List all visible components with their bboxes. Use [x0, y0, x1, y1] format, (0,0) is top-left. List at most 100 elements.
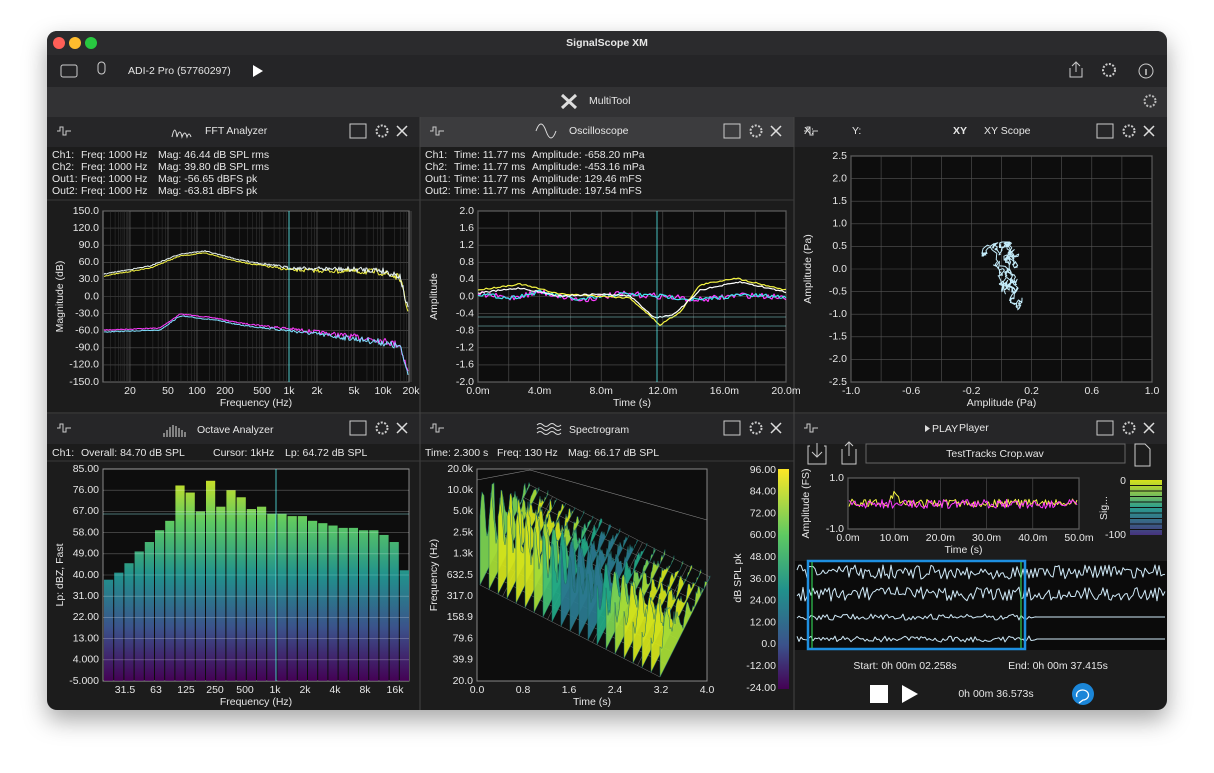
octave-bar	[267, 514, 276, 681]
selection-start: Start: 0h 00m 02.258s	[853, 660, 956, 672]
x-axis-label: Time (s)	[573, 696, 611, 708]
y-tick-label: 317.0	[447, 590, 473, 602]
colorbar-tick-label: 96.00	[750, 464, 776, 476]
readout: Ch2:	[52, 161, 74, 173]
colorbar-label: dB SPL pk	[732, 553, 744, 603]
meter-tick-label: -100	[1105, 529, 1126, 541]
readout: Ch1:	[425, 149, 447, 161]
colorbar-tick-label: 36.00	[750, 573, 776, 585]
y-axis-label: Amplitude (Pa)	[802, 234, 814, 303]
x-tick-label: 1k	[283, 385, 295, 397]
y-tick-label: 39.9	[453, 654, 474, 666]
y-tick-label: 4.000	[73, 654, 99, 666]
octave-bar	[349, 528, 358, 681]
octave-bar	[390, 542, 399, 681]
readout: Out1:	[425, 173, 451, 185]
x-tick-label: 20k	[403, 385, 421, 397]
x-tick-label: 1.0	[1145, 385, 1160, 397]
readout: Time: 11.77 ms	[454, 173, 525, 185]
y-tick-label: 1.6	[459, 222, 474, 234]
x-tick-label: 0.6	[1084, 385, 1099, 397]
y-tick-label: 0.0	[84, 290, 99, 302]
readout: Time: 11.77 ms	[454, 161, 525, 173]
x-tick-label: 31.5	[115, 684, 136, 696]
y-tick-label: 20.0k	[447, 463, 473, 475]
y-tick-label: 30.0	[79, 273, 100, 285]
y-axis-label: Lp: dBZ, Fast	[54, 543, 66, 606]
y-tick-label: -2.0	[829, 353, 847, 365]
x-tick-label: 3.2	[654, 684, 669, 696]
x-tick-label: 0.2	[1024, 385, 1039, 397]
y-tick-label: 0.0	[459, 290, 474, 302]
readout: Mag: 39.80 dB SPL rms	[158, 161, 269, 173]
x-tick-label: -0.2	[962, 385, 980, 397]
x-tick-label: 0.0m	[836, 532, 860, 544]
y-tick-label: 2.0	[832, 172, 847, 184]
y-tick-label: 2.5	[832, 150, 847, 162]
octave-bar	[175, 485, 184, 681]
x-tick-label: 30.0m	[972, 532, 1001, 544]
octave-bar	[145, 542, 154, 681]
octave-bar	[339, 528, 348, 681]
y-tick-label: 0.4	[459, 273, 474, 285]
x-tick-label: 100	[188, 385, 206, 397]
x-tick-label: -0.6	[902, 385, 920, 397]
x-tick-label: 0.0m	[466, 385, 490, 397]
xy-prefix: X:	[804, 125, 814, 137]
y-tick-label: -0.8	[456, 324, 474, 336]
octave-bar	[288, 516, 297, 681]
colorbar-tick-label: 48.00	[750, 551, 776, 563]
readout: Amplitude: -453.16 mPa	[532, 161, 645, 173]
window-button[interactable]	[85, 37, 97, 49]
y-tick-label: -5.000	[69, 675, 99, 687]
x-tick-label: 50.0m	[1064, 532, 1093, 544]
y-tick-label: 120.0	[73, 222, 99, 234]
playback-time: 0h 00m 36.573s	[958, 688, 1033, 700]
colorbar	[778, 469, 789, 689]
x-tick-label: 500	[253, 385, 271, 397]
y-tick-label: 90.0	[79, 239, 100, 251]
y-tick-label: 31.00	[73, 590, 99, 602]
panel-title: Octave Analyzer	[197, 424, 274, 436]
octave-bar	[114, 573, 123, 681]
window-button[interactable]	[69, 37, 81, 49]
y-tick-label: -1.5	[829, 331, 847, 343]
y-tick-label: 632.5	[447, 569, 473, 581]
multitool-title: MultiTool	[589, 95, 630, 107]
x-tick-label: 16k	[387, 684, 405, 696]
octave-bar	[308, 521, 317, 681]
x-tick-label: 10.0m	[880, 532, 909, 544]
octave-bar	[328, 526, 337, 681]
x-tick-label: 5k	[348, 385, 360, 397]
readout: Mag: 66.17 dB SPL	[568, 447, 659, 459]
x-axis-label: Frequency (Hz)	[220, 696, 292, 708]
window-button[interactable]	[53, 37, 65, 49]
colorbar-tick-label: 84.00	[750, 486, 776, 498]
y-axis-label: Amplitude	[428, 273, 440, 320]
octave-bar	[298, 516, 307, 681]
readout: Time: 11.77 ms	[454, 149, 525, 161]
loop-button[interactable]	[1072, 683, 1094, 705]
readout: Overall: 84.70 dB SPL	[81, 447, 185, 459]
readout: Freq: 1000 Hz	[81, 149, 148, 161]
panel-title: XY Scope	[984, 125, 1031, 137]
x-tick-label: 20.0m	[771, 385, 800, 397]
y-tick-label: 1.2	[459, 239, 474, 251]
y-tick-label: 10.0k	[447, 484, 473, 496]
x-tick-label: 20	[124, 385, 136, 397]
y-tick-label: 0.5	[832, 240, 847, 252]
octave-bar	[226, 490, 235, 681]
octave-bar	[369, 530, 378, 681]
readout: Freq: 1000 Hz	[81, 161, 148, 173]
octave-bar	[379, 535, 388, 681]
readout: Lp: 64.72 dB SPL	[285, 447, 367, 459]
y-tick-label: -120.0	[69, 359, 99, 371]
y-tick-label: 49.00	[73, 548, 99, 560]
y-tick-label: -90.0	[75, 342, 99, 354]
readout: Ch1:	[52, 149, 74, 161]
x-tick-label: -1.0	[842, 385, 860, 397]
stop-button[interactable]	[870, 685, 888, 703]
x-tick-label: 4.0m	[528, 385, 552, 397]
octave-bar	[104, 580, 113, 681]
readout: Ch2:	[425, 161, 447, 173]
